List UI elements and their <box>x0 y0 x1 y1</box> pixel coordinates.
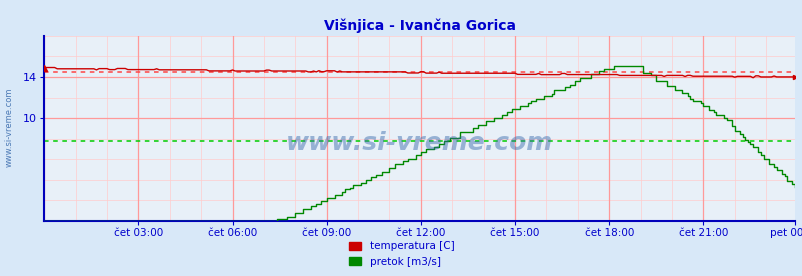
Text: www.si-vreme.com: www.si-vreme.com <box>5 87 14 167</box>
Text: www.si-vreme.com: www.si-vreme.com <box>286 131 553 155</box>
Title: Višnjica - Ivančna Gorica: Višnjica - Ivančna Gorica <box>323 19 515 33</box>
Legend: temperatura [C], pretok [m3/s]: temperatura [C], pretok [m3/s] <box>344 237 458 271</box>
